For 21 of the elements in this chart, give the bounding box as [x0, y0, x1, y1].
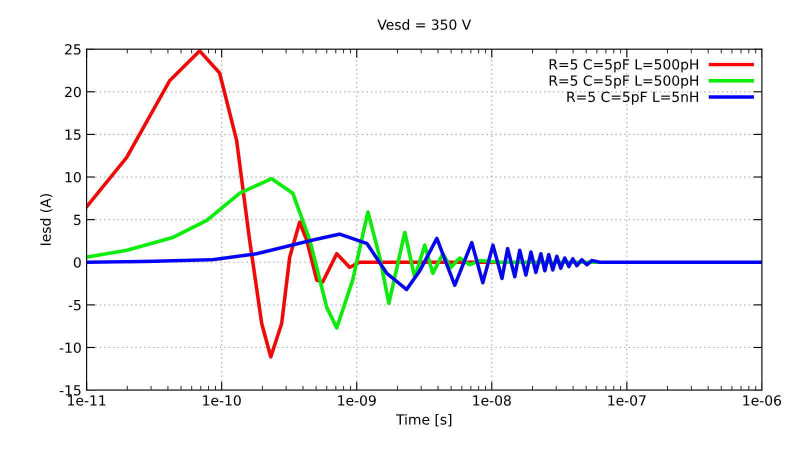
x-tick-label: 1e-06	[743, 395, 782, 406]
x-tick-label: 1e-10	[203, 395, 241, 406]
y-tick-label: 0	[74, 257, 81, 268]
x-tick-label: 1e-11	[68, 395, 106, 406]
y-tick-label: 10	[66, 172, 81, 182]
y-tick-label: 15	[66, 130, 81, 140]
y-tick-label: 20	[65, 86, 81, 98]
x-tick-label: 1e-07	[608, 395, 646, 406]
y-tick-label: -10	[60, 342, 81, 353]
x-tick-label: 1e-08	[473, 395, 511, 406]
y-tick-label: -5	[68, 300, 81, 310]
legend-label: R=5 C=5pF L=500pH	[550, 75, 698, 89]
chart-title: Vesd = 350 V	[377, 19, 472, 30]
legend-label: R=5 C=5pF L=500pH	[550, 59, 698, 72]
y-axis-title: Iesd (A)	[40, 194, 52, 245]
y-tick-label: 5	[74, 214, 81, 226]
x-axis-title: Time [s]	[396, 414, 452, 426]
y-tick-label: -15	[60, 385, 81, 396]
legend-label: R=5 C=5pF L=5nH	[567, 92, 698, 105]
y-tick-label: 25	[65, 44, 81, 55]
x-tick-label: 1e-09	[338, 395, 376, 406]
